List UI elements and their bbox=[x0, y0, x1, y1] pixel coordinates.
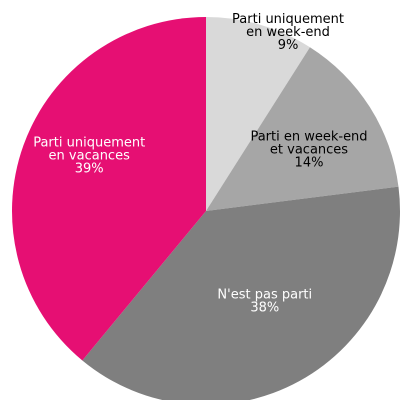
pie-slice-1 bbox=[206, 47, 399, 212]
pie-slice-label-line: N'est pas parti bbox=[217, 287, 312, 302]
pie-slice-label-line: Parti uniquement bbox=[33, 136, 145, 151]
pie-slice-label-line: en vacances bbox=[49, 149, 131, 164]
pie-slice-label-line: et vacances bbox=[270, 143, 348, 158]
pie-slice-label-line: Parti uniquement bbox=[232, 12, 344, 27]
pie-slice-label-3: Parti uniquement en vacances 39% bbox=[33, 136, 145, 177]
pie-slice-label-2: N'est pas parti 38% bbox=[217, 287, 312, 315]
pie-slice-label-line: 38% bbox=[250, 300, 279, 315]
pie-slice-label-line: 9% bbox=[278, 38, 299, 53]
pie-slice-label-line: 14% bbox=[295, 156, 324, 171]
pie-slice-label-0: Parti uniquement en week-end 9% bbox=[232, 12, 344, 53]
pie-slice-label-line: Parti en week-end bbox=[250, 130, 367, 145]
pie-slice-2 bbox=[82, 186, 400, 400]
pie-slices bbox=[11, 17, 400, 400]
pie-labels: Parti uniquement en week-end 9%Parti en we… bbox=[33, 12, 367, 316]
pie-slice-label-1: Parti en week-end et vacances 14% bbox=[250, 130, 367, 171]
pie-slice-label-line: 39% bbox=[75, 162, 104, 177]
pie-slice-label-line: en week-end bbox=[246, 25, 330, 40]
pie-slice-0 bbox=[206, 17, 310, 211]
pie-slice-3 bbox=[11, 17, 207, 361]
